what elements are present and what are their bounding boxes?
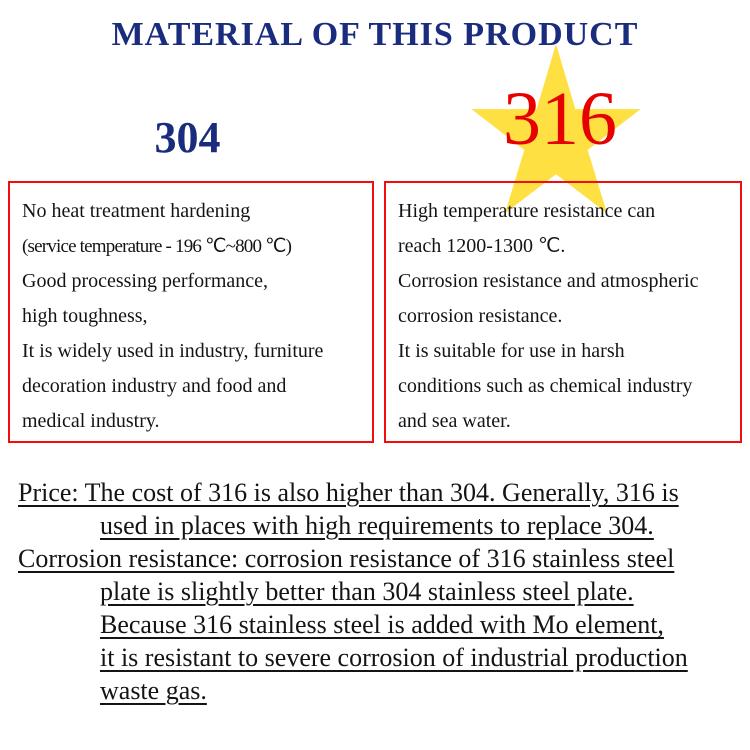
heading-316: 316 bbox=[503, 77, 617, 161]
note-line: it is resistant to severe corrosion of i… bbox=[100, 643, 688, 672]
note-line: plate is slightly better than 304 stainl… bbox=[100, 577, 634, 606]
notes-section: Price: The cost of 316 is also higher th… bbox=[18, 476, 732, 707]
text-line: It is suitable for use in harsh bbox=[398, 340, 625, 362]
note-line: Price: The cost of 316 is also higher th… bbox=[18, 478, 679, 507]
text-line: Good processing performance, bbox=[22, 270, 269, 292]
note-line: used in places with high requirements to… bbox=[100, 511, 654, 540]
note-line: Corrosion resistance: corrosion resistan… bbox=[18, 544, 675, 573]
heading-304: 304 bbox=[154, 113, 221, 162]
page-title: MATERIAL OF THIS PRODUCT bbox=[111, 16, 639, 53]
text-line: high toughness, bbox=[22, 305, 148, 327]
text-line: Corrosion resistance and atmospheric bbox=[398, 270, 699, 292]
text-line: (service temperature - 196 ℃~800 ℃) bbox=[22, 236, 292, 257]
text-line: conditions such as chemical industry bbox=[398, 375, 693, 397]
text-line: High temperature resistance can bbox=[398, 200, 656, 222]
text-line: It is widely used in industry, furniture bbox=[22, 340, 324, 362]
text-line: corrosion resistance. bbox=[398, 305, 563, 327]
text-line: No heat treatment hardening bbox=[22, 200, 251, 222]
note-line: waste gas. bbox=[100, 676, 207, 705]
text-line: medical industry. bbox=[22, 410, 160, 432]
text-line: decoration industry and food and bbox=[22, 375, 287, 397]
material-304-box: No heat treatment hardening (service tem… bbox=[8, 181, 374, 443]
text-line: reach 1200-1300 ℃. bbox=[398, 235, 566, 257]
note-line: Because 316 stainless steel is added wit… bbox=[100, 610, 664, 639]
text-line: and sea water. bbox=[398, 410, 511, 432]
material-316-box: High temperature resistance can reach 12… bbox=[384, 181, 742, 443]
